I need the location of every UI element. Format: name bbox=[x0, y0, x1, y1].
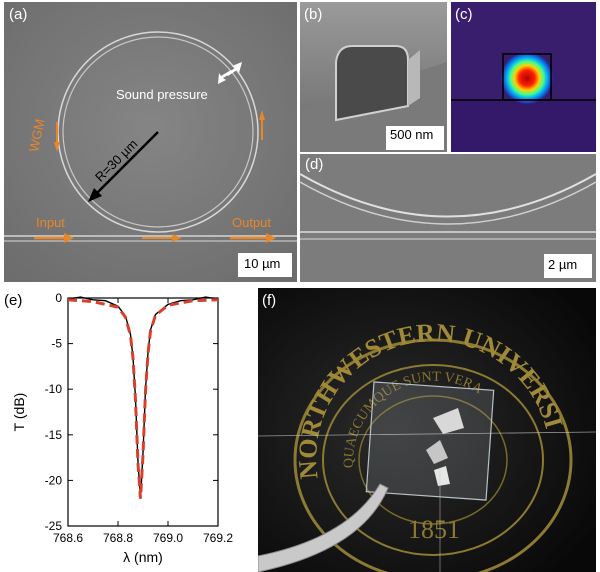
output-arrow bbox=[266, 233, 276, 243]
y-tick-label: -25 bbox=[45, 519, 63, 533]
input-label: Input bbox=[36, 215, 65, 230]
x-tick-label: 769.0 bbox=[153, 531, 183, 545]
panel-d: (d) 2 µm bbox=[300, 154, 596, 282]
panel-f: NORTHWESTERN UNIVERSITY QUAECUMQUE SUNT … bbox=[258, 288, 596, 572]
wgm-arrow-left bbox=[54, 142, 60, 152]
tweezers bbox=[258, 483, 389, 572]
y-tick-label: -5 bbox=[51, 337, 62, 351]
scalebar-a-box bbox=[238, 253, 292, 277]
panel-c: (c) bbox=[451, 2, 596, 152]
y-axis-label: T (dB) bbox=[11, 393, 27, 432]
x-axis-label: λ (nm) bbox=[123, 549, 163, 565]
scalebar-a-label: 10 µm bbox=[244, 256, 281, 271]
panel-f-photo: NORTHWESTERN UNIVERSITY QUAECUMQUE SUNT … bbox=[258, 288, 596, 572]
ring-edge bbox=[300, 173, 596, 218]
panel-a: (a) Sound pressure WGM R=30 µm Input Out… bbox=[4, 2, 297, 282]
scalebar-b-label: 500 nm bbox=[390, 127, 434, 142]
panel-a-drawing bbox=[4, 2, 297, 282]
plot-frame bbox=[67, 297, 219, 527]
svg-text:1851: 1851 bbox=[408, 515, 460, 544]
y-tick-label: -10 bbox=[45, 382, 63, 396]
panel-f-label: (f) bbox=[262, 292, 277, 309]
x-tick-label: 769.2 bbox=[203, 531, 233, 545]
panel-a-label: (a) bbox=[9, 6, 28, 23]
transmission-chart: 768.6 768.8 769.0 769.2 0 -5 -10 -15 -20 -25 λ (nm… bbox=[11, 291, 233, 565]
y-tick-label: 0 bbox=[55, 291, 62, 305]
panel-d-label: (d) bbox=[305, 156, 324, 173]
scalebar-b-box bbox=[386, 126, 444, 150]
fit-curve bbox=[67, 298, 219, 499]
scalebar-d-box bbox=[544, 254, 592, 278]
radius-arrow bbox=[91, 131, 159, 199]
panel-e-label: (e) bbox=[4, 292, 23, 309]
panel-c-label: (c) bbox=[455, 6, 473, 23]
sound-pressure-label: Sound pressure bbox=[116, 87, 208, 102]
panel-c-drawing bbox=[451, 2, 596, 152]
scalebar-d-label: 2 µm bbox=[548, 257, 578, 272]
output-label: Output bbox=[232, 215, 272, 230]
wgm-arrow-right bbox=[259, 110, 265, 120]
data-curve bbox=[67, 296, 219, 499]
waveguide-cross-section bbox=[335, 45, 409, 122]
y-tick-label: -20 bbox=[45, 473, 63, 487]
panel-e: (e) 768.6 768.8 769.0 769.2 0 -5 -10 -15 -20 -25 λ… bbox=[0, 288, 240, 572]
sound-pressure-arrow-2 bbox=[218, 70, 233, 84]
x-tick-label: 768.8 bbox=[103, 531, 133, 545]
x-tick-label: 768.6 bbox=[53, 531, 83, 545]
y-tick-label: -15 bbox=[45, 428, 63, 442]
optical-mode bbox=[501, 52, 553, 104]
seal-outer-ring bbox=[293, 338, 573, 572]
glass-chip bbox=[365, 381, 495, 501]
input-arrow bbox=[64, 233, 74, 243]
panel-b: (b) 500 nm bbox=[300, 2, 447, 152]
panel-b-label: (b) bbox=[304, 6, 323, 23]
